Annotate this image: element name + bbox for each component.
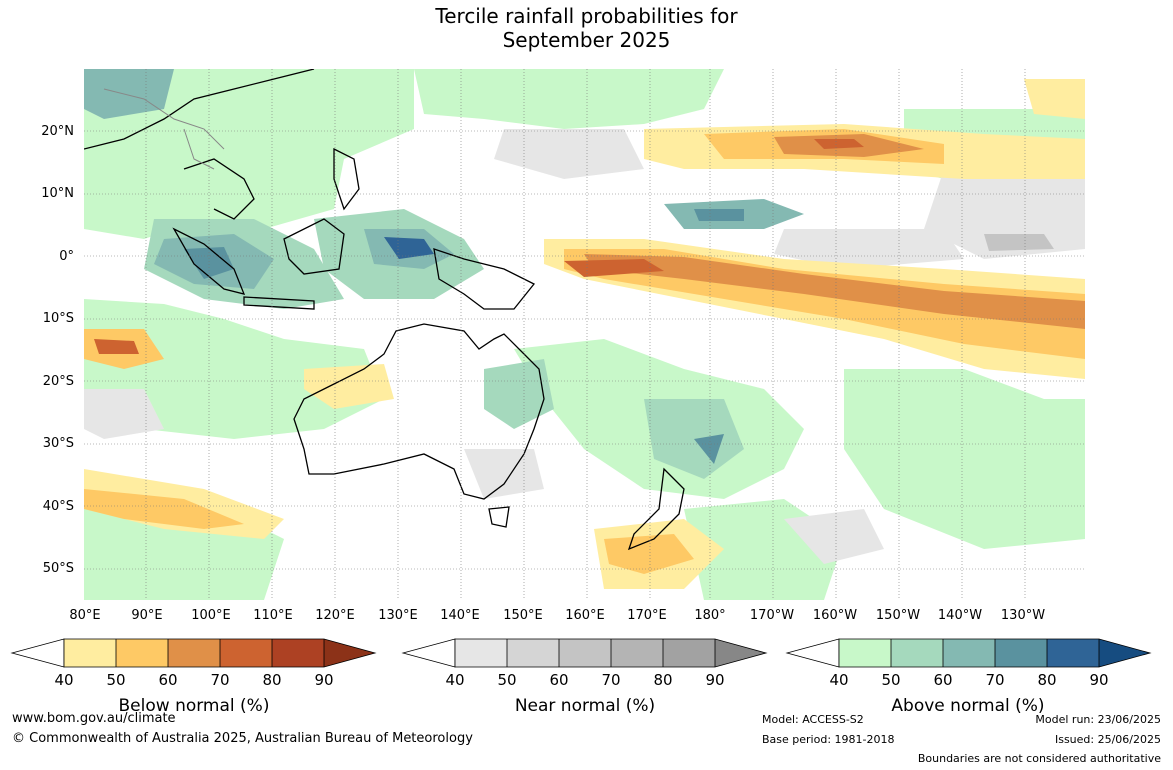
near-tick-40: 40 <box>445 671 465 689</box>
base-period-text: Base period: 1981-2018 <box>762 733 895 746</box>
boundaries-disclaimer: Boundaries are not considered authoritat… <box>917 752 1161 765</box>
near-tick-90: 90 <box>705 671 725 689</box>
lon-label-180: 180° <box>694 608 726 623</box>
lon-label-160w: 160°W <box>812 608 858 623</box>
lon-label-130e: 130°E <box>378 608 418 623</box>
title-line-2: September 2025 <box>502 28 671 52</box>
issued-text: Issued: 25/06/2025 <box>1054 733 1161 746</box>
lat-label-10n: 10°N <box>41 186 74 201</box>
near-normal-title: Near normal (%) <box>514 696 656 716</box>
sumatra-coastline <box>172 227 246 295</box>
map-title: Tercile rainfall probabilities for Septe… <box>0 4 1173 52</box>
below-tick-50: 50 <box>106 671 126 689</box>
lon-label-150w: 150°W <box>875 608 921 623</box>
coastlines <box>84 69 685 551</box>
below-normal-colorbar <box>10 638 377 668</box>
near-tick-70: 70 <box>601 671 621 689</box>
lat-label-20n: 20°N <box>41 124 74 139</box>
new-guinea-coastline <box>433 248 536 310</box>
below-tick-80: 80 <box>262 671 282 689</box>
lon-label-100e: 100°E <box>191 608 231 623</box>
near-tick-80: 80 <box>653 671 673 689</box>
lat-label-30s: 30°S <box>42 436 74 451</box>
country-borders <box>103 88 225 170</box>
below-tick-60: 60 <box>158 671 178 689</box>
title-line-1: Tercile rainfall probabilities for <box>435 4 738 28</box>
lat-label-20s: 20°S <box>42 374 74 389</box>
model-run-text: Model run: 23/06/2025 <box>1035 713 1161 726</box>
model-text: Model: ACCESS-S2 <box>762 713 864 726</box>
near-normal-colorbar <box>401 638 768 668</box>
below-tick-90: 90 <box>314 671 334 689</box>
below-tick-70: 70 <box>210 671 230 689</box>
java-coastline <box>243 296 315 310</box>
below-normal-title: Below normal (%) <box>118 696 270 716</box>
above-tick-50: 50 <box>881 671 901 689</box>
below-tick-40: 40 <box>54 671 74 689</box>
lat-label-50s: 50°S <box>42 561 74 576</box>
above-tick-40: 40 <box>829 671 849 689</box>
near-tick-50: 50 <box>497 671 517 689</box>
lat-label-10s: 10°S <box>42 311 74 326</box>
lon-label-140w: 140°W <box>937 608 983 623</box>
below-normal-areas <box>84 79 1085 589</box>
lon-label-90e: 90°E <box>131 608 163 623</box>
rainfall-map <box>84 69 1085 600</box>
tasmania-coastline <box>488 506 510 528</box>
above-normal-colorbar <box>785 638 1152 668</box>
lat-label-40s: 40°S <box>42 499 74 514</box>
copyright-text: © Commonwealth of Australia 2025, Austra… <box>12 731 473 746</box>
graticule <box>84 69 1085 600</box>
above-tick-80: 80 <box>1037 671 1057 689</box>
lat-label-equator: 0° <box>59 249 74 264</box>
lon-label-170w: 170°W <box>749 608 795 623</box>
above-tick-90: 90 <box>1089 671 1109 689</box>
above-tick-60: 60 <box>933 671 953 689</box>
lon-label-160e: 160°E <box>565 608 605 623</box>
lon-label-110e: 110°E <box>253 608 293 623</box>
philippines-coastline <box>333 147 360 211</box>
australia-coastline <box>293 323 545 500</box>
lon-label-140e: 140°E <box>440 608 480 623</box>
lon-label-150e: 150°E <box>503 608 543 623</box>
above-normal-title: Above normal (%) <box>891 696 1045 716</box>
lon-label-170e: 170°E <box>627 608 667 623</box>
lon-label-130w: 130°W <box>1000 608 1046 623</box>
lon-label-80e: 80°E <box>69 608 101 623</box>
asia-coastline <box>84 69 315 220</box>
borneo-coastline <box>283 218 345 275</box>
lon-label-120e: 120°E <box>315 608 355 623</box>
above-tick-70: 70 <box>985 671 1005 689</box>
bom-url-link[interactable]: www.bom.gov.au/climate <box>12 711 176 726</box>
new-zealand-coastline <box>627 467 685 551</box>
near-tick-60: 60 <box>549 671 569 689</box>
